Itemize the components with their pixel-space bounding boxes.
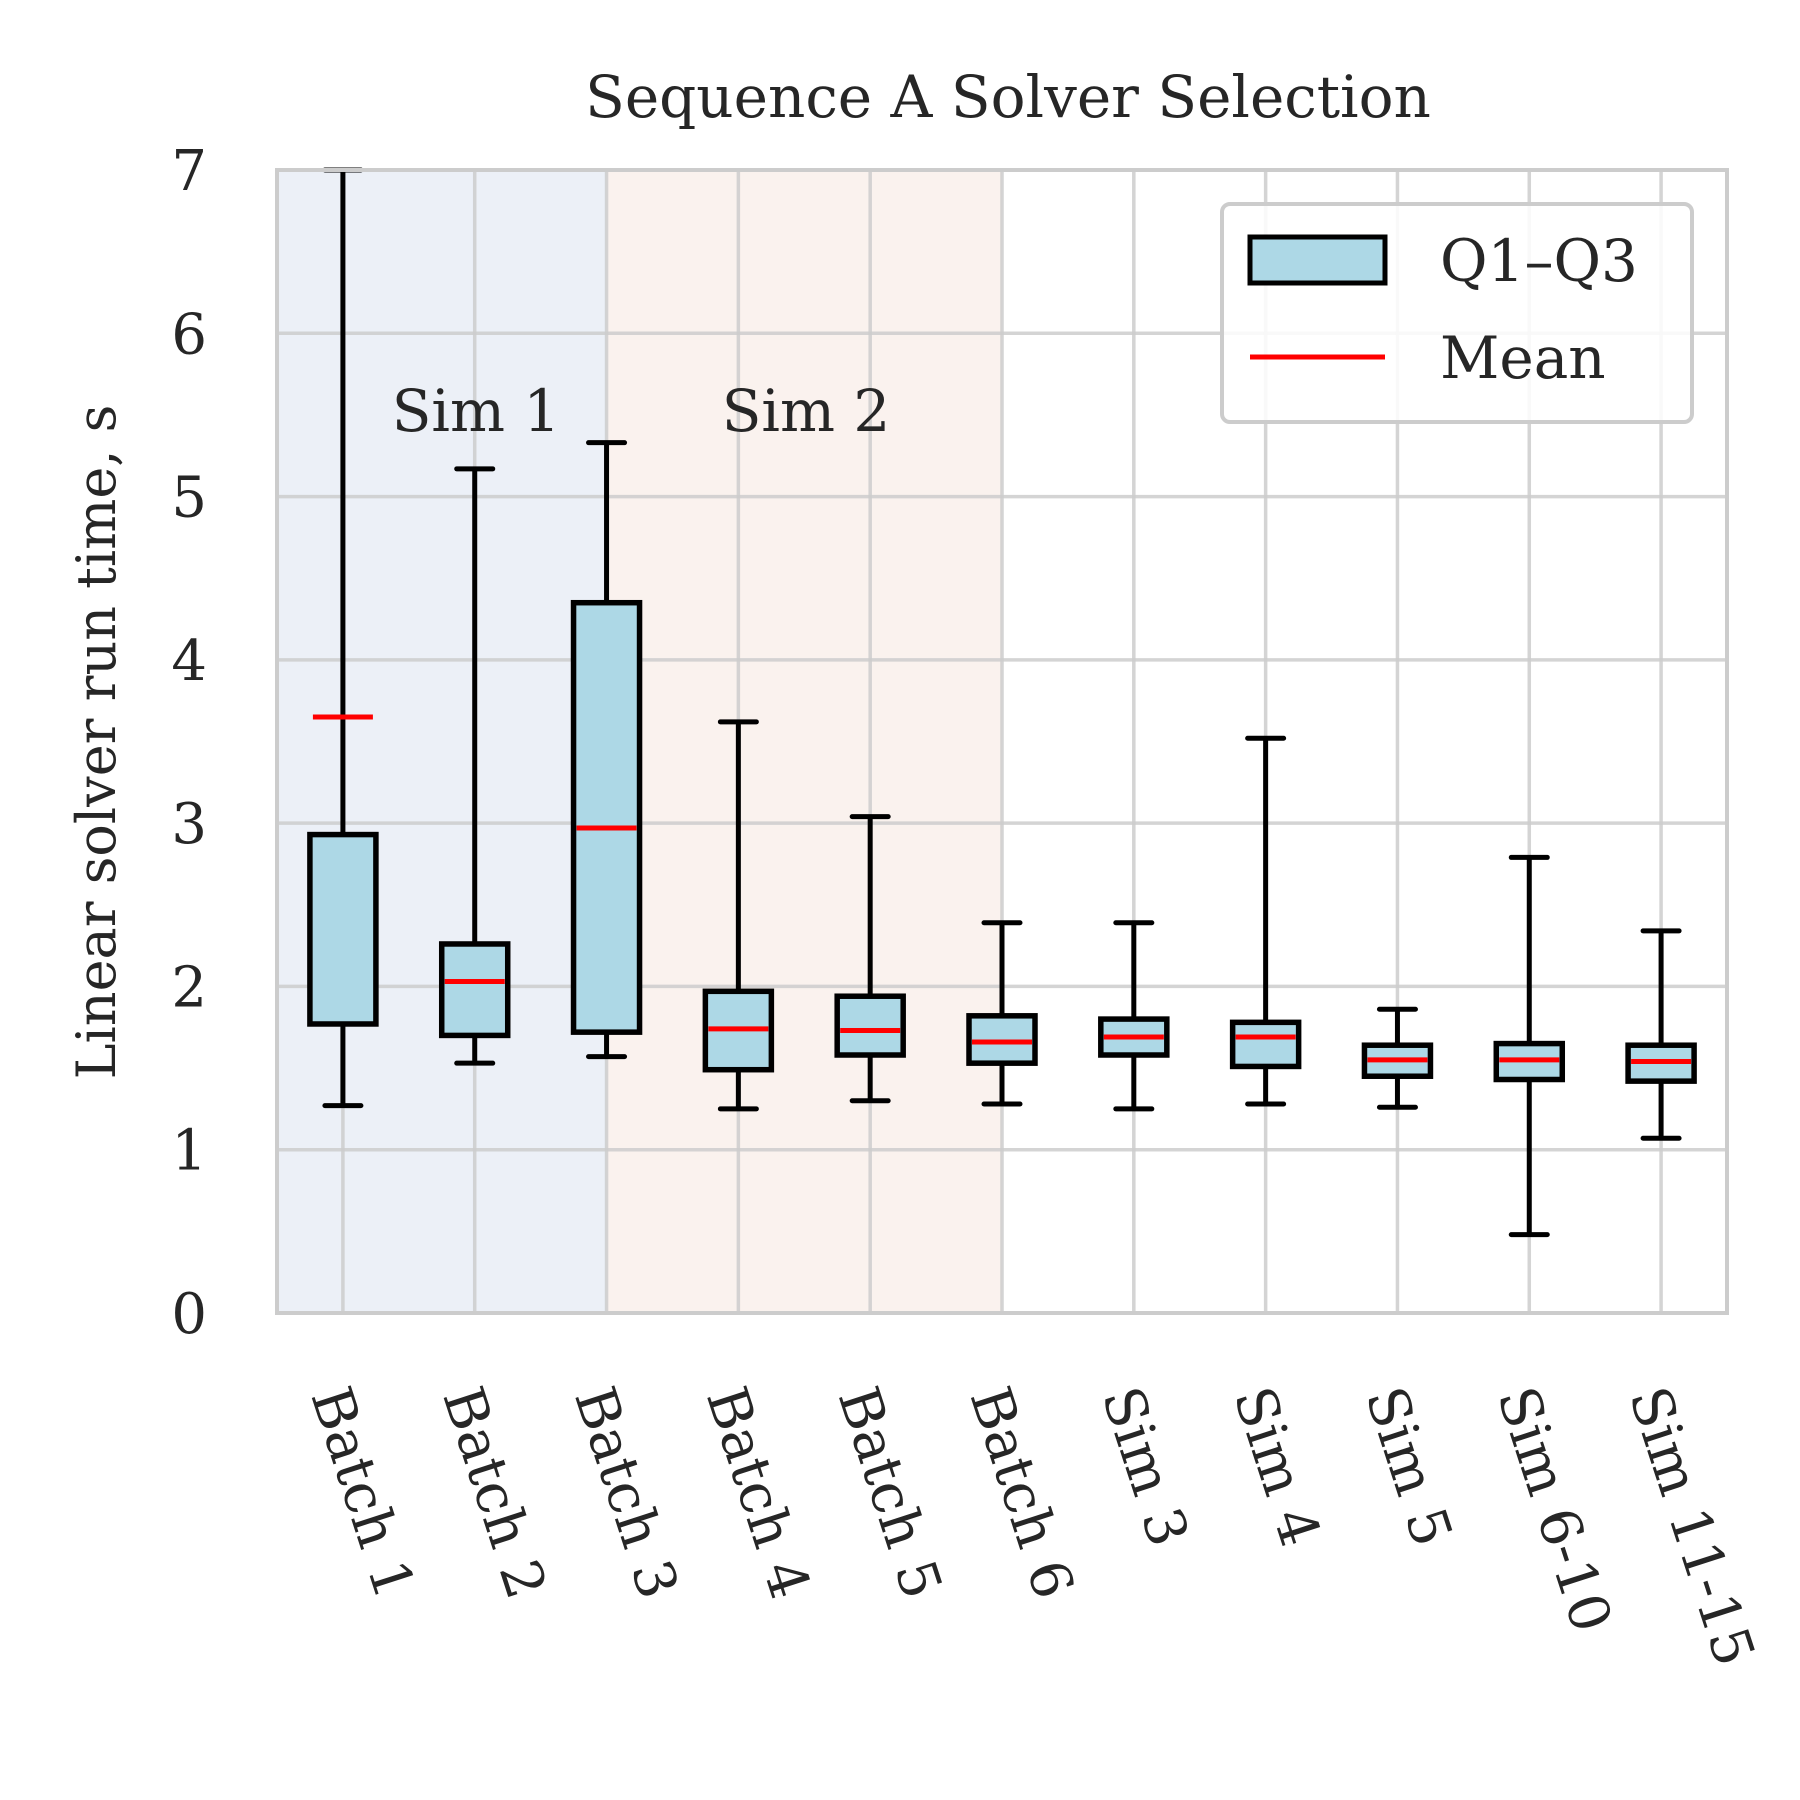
region-labels: Sim 1 Sim 2: [392, 377, 891, 445]
legend-label-q1-q3: Q1–Q3: [1440, 227, 1638, 295]
y-tick-label-2: 2: [171, 955, 207, 1020]
box-11: [1625, 928, 1697, 1141]
x-tick-label-1: Batch 1: [298, 1379, 427, 1606]
y-tick-label-5: 5: [171, 466, 207, 531]
iqr-box: [834, 993, 906, 1058]
box-7: [1098, 920, 1170, 1112]
legend-box-swatch: [1247, 234, 1388, 286]
y-tick-label-3: 3: [171, 792, 207, 857]
y-tick-label-0: 0: [171, 1282, 207, 1347]
y-axis-ticks: 0 1 2 3 4 5 6 7: [171, 139, 207, 1347]
x-tick-label-6: Batch 6: [957, 1379, 1086, 1606]
chart-title: Sequence A Solver Selection: [585, 63, 1431, 131]
x-tick-label-10: Sim 6-10: [1484, 1379, 1624, 1640]
y-tick-label-4: 4: [171, 629, 207, 694]
region-band-1: [277, 170, 607, 1313]
region-label-2: Sim 2: [722, 377, 891, 445]
region-label-1: Sim 1: [392, 377, 561, 445]
x-tick-label-2: Batch 2: [429, 1379, 558, 1606]
legend: Q1–Q3 Mean: [1220, 202, 1694, 424]
x-tick-label-8: Sim 4: [1220, 1379, 1332, 1554]
y-tick-label-7: 7: [171, 139, 207, 204]
box-8: [1229, 735, 1302, 1107]
box-4: [702, 719, 775, 1112]
box-2: [438, 466, 511, 1066]
box-3: [570, 440, 643, 1060]
iqr-box: [438, 941, 511, 1039]
box-9: [1361, 1006, 1434, 1110]
iqr-box: [1229, 1019, 1302, 1070]
x-tick-label-11: Sim 11-15: [1616, 1379, 1767, 1674]
x-axis-ticks: Batch 1 Batch 2 Batch 3 Batch 4 Batch 5 Batch…: [298, 1379, 1767, 1674]
y-tick-label-1: 1: [171, 1119, 207, 1184]
y-axis-label: Linear solver run time, s: [65, 405, 128, 1080]
box-6: [966, 920, 1038, 1107]
legend-label-mean: Mean: [1440, 324, 1606, 392]
region-band-2: [606, 170, 1002, 1313]
x-tick-label-5: Batch 5: [825, 1379, 954, 1606]
x-tick-label-4: Batch 4: [693, 1379, 822, 1606]
x-tick-label-3: Batch 3: [561, 1379, 690, 1606]
x-tick-label-7: Sim 3: [1089, 1379, 1201, 1554]
plot-frame: [275, 168, 1729, 1315]
box-1: [307, 167, 379, 1109]
box-5: [834, 814, 906, 1104]
box-plots: [307, 167, 1697, 1238]
shaded-regions: [277, 170, 1002, 1313]
y-tick-label-6: 6: [171, 302, 207, 367]
box-10: [1493, 854, 1566, 1238]
iqr-box: [307, 831, 379, 1027]
x-tick-label-9: Sim 5: [1352, 1379, 1464, 1554]
iqr-box: [570, 599, 643, 1035]
